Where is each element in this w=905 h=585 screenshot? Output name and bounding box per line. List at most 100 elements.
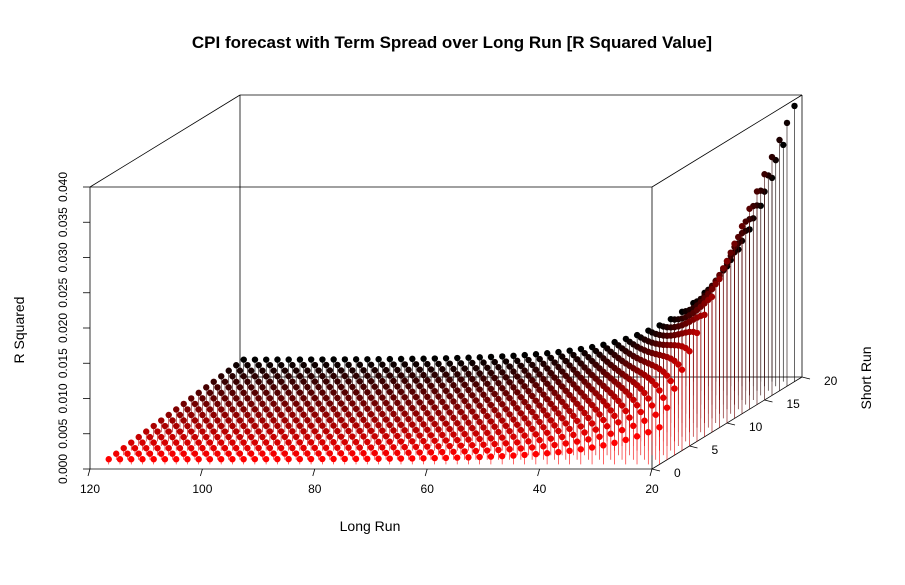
data-point: [596, 393, 603, 401]
x-axis-label: Long Run: [340, 518, 401, 534]
data-point: [652, 411, 659, 418]
data-point: [424, 377, 431, 384]
y-tick-mark: [689, 445, 698, 449]
data-point: [562, 387, 570, 395]
data-point: [566, 391, 573, 399]
data-point: [255, 395, 262, 402]
data-point: [431, 437, 438, 444]
data-point: [199, 428, 206, 435]
data-point: [498, 452, 506, 460]
data-point: [487, 369, 495, 377]
data-point: [262, 439, 270, 446]
x-tick-label: 80: [308, 482, 322, 496]
data-point: [442, 355, 450, 362]
data-point: [367, 394, 375, 401]
data-point: [510, 452, 517, 459]
data-point: [502, 374, 510, 381]
data-point: [596, 411, 603, 418]
data-point: [521, 383, 528, 390]
data-point: [274, 389, 281, 396]
data-point: [270, 384, 277, 391]
data-point: [401, 410, 408, 417]
data-point: [326, 367, 334, 374]
data-point: [240, 439, 247, 446]
data-point: [356, 444, 363, 451]
data-point: [315, 400, 322, 407]
data-point: [202, 433, 210, 441]
data-point: [454, 403, 461, 410]
data-point: [322, 361, 330, 369]
data-point: [446, 425, 453, 433]
data-point: [244, 378, 251, 385]
data-point: [618, 426, 626, 434]
data-point: [300, 444, 307, 452]
data-point: [412, 410, 420, 417]
data-point: [304, 400, 311, 407]
data-point: [382, 432, 390, 440]
data-point: [349, 400, 356, 407]
data-point: [375, 455, 382, 462]
data-point: [513, 405, 521, 412]
data-point: [382, 449, 390, 457]
data-point: [274, 356, 281, 363]
data-point: [476, 354, 483, 361]
data-point: [386, 438, 393, 445]
data-point: [536, 371, 543, 378]
data-point: [262, 389, 270, 396]
data-point: [382, 366, 390, 374]
data-point: [364, 356, 371, 363]
data-point: [588, 420, 596, 427]
data-point: [401, 361, 409, 368]
data-point: [349, 367, 356, 374]
data-point: [529, 361, 536, 369]
data-point: [476, 386, 483, 393]
data-point: [551, 374, 558, 381]
data-point: [435, 377, 442, 384]
data-point: [555, 363, 562, 371]
y-tick-label: 5: [712, 443, 719, 457]
data-point: [259, 450, 266, 457]
data-point: [412, 361, 420, 368]
data-point: [405, 399, 412, 406]
data-point: [450, 398, 457, 405]
data-point: [457, 408, 465, 416]
data-point: [551, 405, 558, 412]
data-point: [233, 395, 240, 402]
data-point: [420, 437, 427, 445]
data-point: [487, 418, 495, 425]
data-point: [506, 395, 513, 402]
data-point: [161, 439, 169, 446]
data-point: [262, 406, 270, 413]
data-point: [304, 367, 311, 374]
data-point: [375, 372, 382, 379]
data-point: [420, 455, 427, 462]
data-point: [536, 355, 543, 363]
data-point: [143, 428, 150, 435]
data-point: [233, 362, 240, 369]
data-point: [532, 366, 540, 373]
data-point: [716, 275, 723, 283]
data-point: [559, 353, 566, 360]
data-point: [791, 102, 798, 110]
data-point: [274, 372, 281, 380]
data-point: [600, 416, 607, 424]
data-point: [191, 417, 199, 424]
data-point: [469, 408, 476, 415]
data-point: [558, 383, 566, 390]
data-point: [247, 400, 255, 408]
data-point: [150, 439, 157, 446]
data-point: [233, 378, 240, 385]
data-point: [206, 456, 214, 463]
data-point: [113, 450, 120, 457]
data-point: [390, 394, 397, 401]
data-point: [592, 426, 600, 433]
data-point: [663, 372, 671, 379]
data-point: [566, 376, 573, 384]
data-point: [390, 361, 397, 368]
data-point: [420, 404, 427, 412]
data-point: [221, 395, 229, 402]
data-point: [248, 367, 255, 374]
data-point: [469, 424, 476, 432]
data-point: [439, 431, 446, 439]
data-point: [483, 429, 491, 437]
